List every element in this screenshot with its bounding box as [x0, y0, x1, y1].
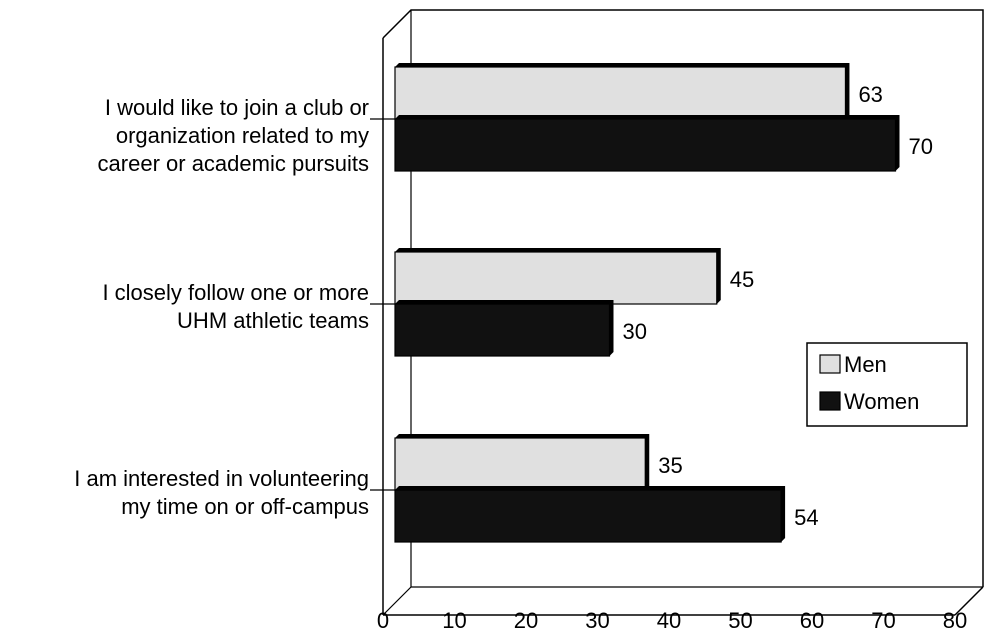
floor-right-edge: [954, 586, 984, 616]
x-tick-label: 50: [728, 608, 752, 632]
data-label: 35: [658, 453, 682, 478]
category-label: I would like to join a club or: [105, 95, 369, 120]
x-tick-label: 30: [585, 608, 609, 632]
data-labels: 63 70 45 30 35 54: [623, 82, 933, 530]
x-tick-label: 0: [377, 608, 389, 632]
legend-label: Women: [844, 389, 919, 414]
bars-group: [394, 63, 900, 543]
x-tick-label: 60: [800, 608, 824, 632]
legend-label: Men: [844, 352, 887, 377]
bar: [394, 118, 897, 172]
category-labels: I would like to join a club or organizati…: [74, 95, 395, 519]
bar: [394, 251, 718, 305]
bar: [394, 489, 782, 543]
category-label: I closely follow one or more: [102, 280, 369, 305]
category-label: career or academic pursuits: [98, 151, 369, 176]
category-label: UHM athletic teams: [177, 308, 369, 333]
x-tick-label: 80: [943, 608, 967, 632]
floor-left-edge: [382, 586, 412, 616]
legend-swatch: [819, 391, 841, 411]
bar: [394, 66, 847, 120]
bar: [394, 303, 611, 357]
x-tick-label: 40: [657, 608, 681, 632]
category-label: my time on or off-campus: [121, 494, 369, 519]
bar: [394, 437, 646, 491]
legend: Men Women: [806, 342, 968, 427]
x-tick-label: 20: [514, 608, 538, 632]
x-axis-ticks: 0 10 20 30 40 50 60 70 80: [377, 608, 967, 632]
category-label: organization related to my: [116, 123, 369, 148]
x-tick-label: 10: [442, 608, 466, 632]
legend-swatch: [819, 354, 841, 374]
data-label: 54: [794, 505, 818, 530]
data-label: 70: [909, 134, 933, 159]
back-wall-edge: [382, 9, 984, 587]
x-tick-label: 70: [871, 608, 895, 632]
data-label: 45: [730, 267, 754, 292]
category-label: I am interested in volunteering: [74, 466, 369, 491]
data-label: 63: [858, 82, 882, 107]
data-label: 30: [623, 319, 647, 344]
